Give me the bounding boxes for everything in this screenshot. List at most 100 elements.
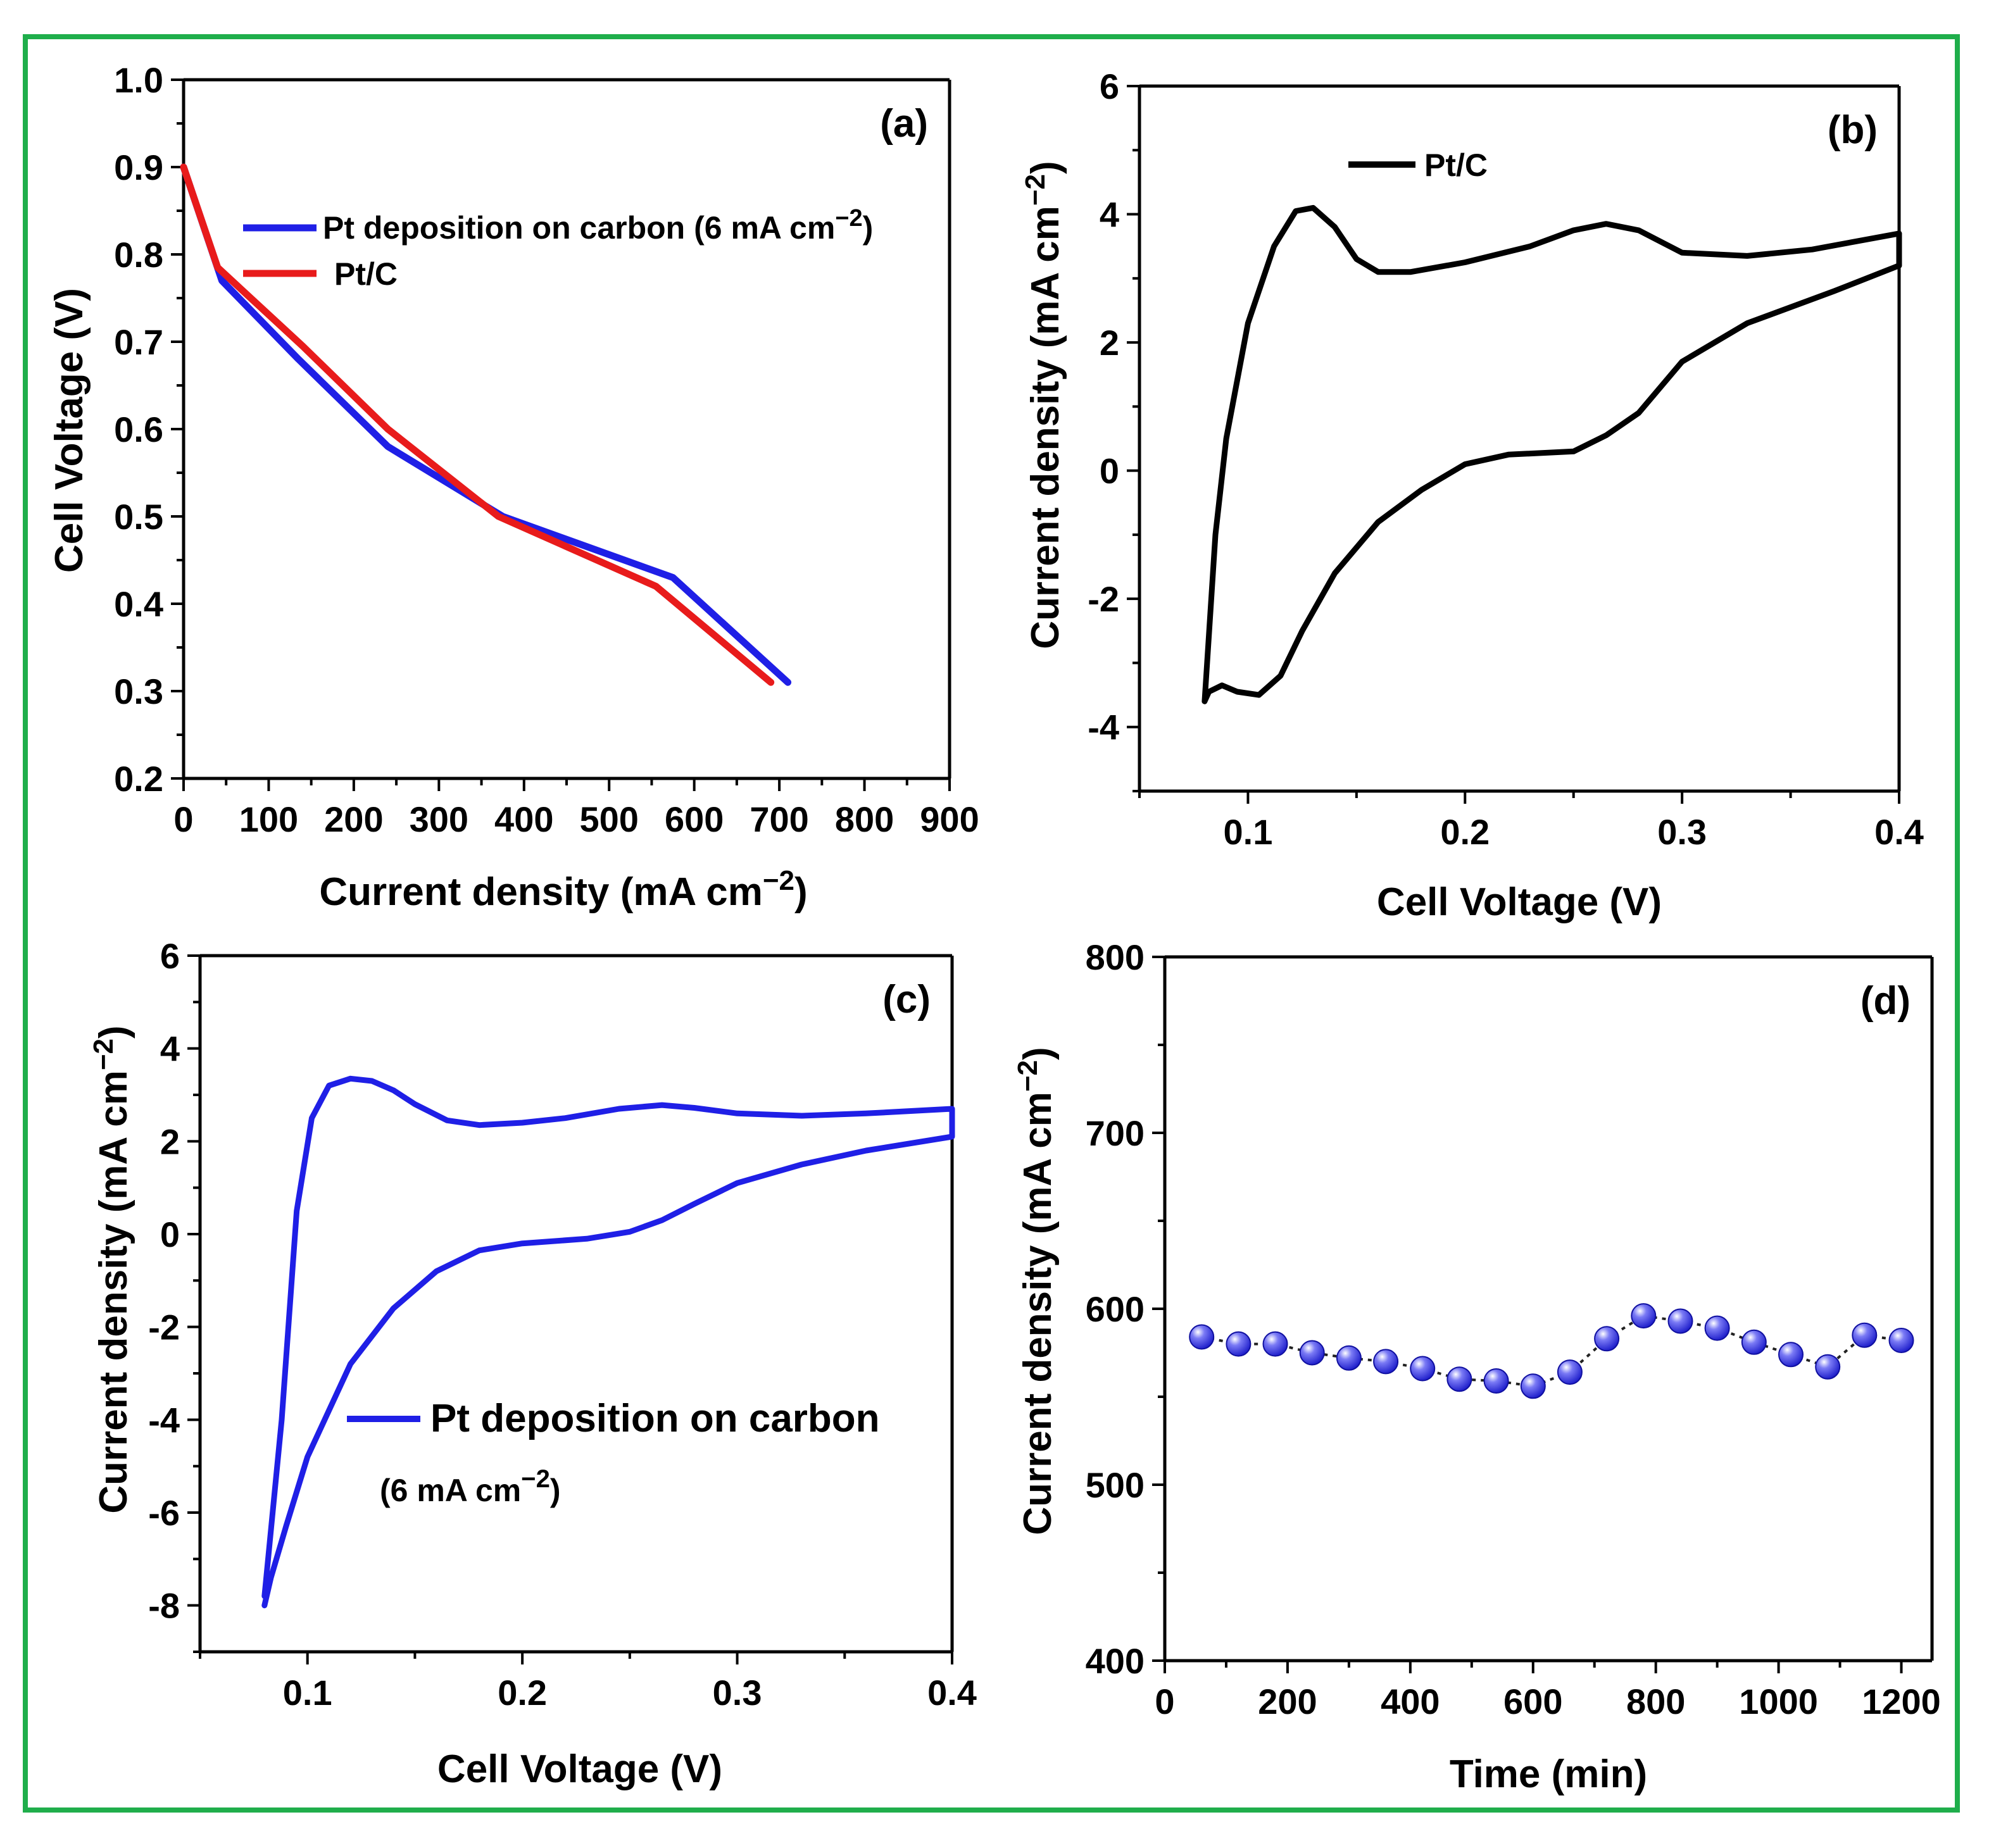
data-point <box>1667 1308 1693 1334</box>
x-tick-label: 200 <box>324 799 383 839</box>
x-tick-label: 0 <box>1155 1682 1174 1721</box>
x-tick-label: 0.3 <box>713 1673 762 1713</box>
y-axis-label-close: ) <box>92 1025 135 1039</box>
series-line-pt-c <box>1202 204 1902 704</box>
x-axis-label: Time (min) <box>1450 1752 1647 1796</box>
legend-label-line2-sup: −2 <box>521 1465 550 1493</box>
y-axis-label: Cell Voltage (V) <box>47 288 91 573</box>
x-tick-label: 400 <box>1381 1682 1440 1721</box>
data-point <box>1741 1329 1767 1355</box>
data-point <box>1815 1354 1841 1380</box>
y-tick-label: -2 <box>148 1308 180 1347</box>
data-point <box>1778 1342 1804 1368</box>
y-tick-label: 2 <box>1100 323 1119 363</box>
y-tick-label: 800 <box>1086 937 1145 977</box>
x-tick-label: 0.1 <box>283 1673 332 1713</box>
y-tick-label: 2 <box>160 1121 180 1161</box>
legend-label-pt-deposition-line2: (6 mA cm−2) <box>380 1465 560 1508</box>
figure-frame <box>23 34 1960 1813</box>
y-tick-label: 0.8 <box>114 235 163 275</box>
y-tick-label: 0.6 <box>114 409 163 449</box>
x-tick-label: 0.1 <box>1223 812 1272 852</box>
x-tick-label: 0 <box>173 799 193 839</box>
x-tick-label: 600 <box>665 799 724 839</box>
x-tick-label: 1000 <box>1739 1682 1818 1721</box>
y-tick-label: 0 <box>1100 451 1119 491</box>
y-tick-label: 600 <box>1086 1289 1145 1329</box>
data-point <box>1299 1340 1325 1366</box>
x-axis-label-sup: −2 <box>763 865 794 896</box>
data-point <box>1483 1368 1509 1394</box>
legend-label-sup: −2 <box>835 205 862 232</box>
x-tick-label: 0.2 <box>1440 812 1490 852</box>
y-tick-label: 500 <box>1086 1465 1145 1505</box>
series-line-pt-c <box>180 163 775 686</box>
data-point <box>1336 1345 1362 1371</box>
y-tick-label: 0.2 <box>114 759 163 799</box>
y-axis-label: Current density (mA cm−2) <box>1020 161 1067 649</box>
y-axis-label-close: ) <box>1016 1047 1060 1060</box>
data-point <box>1189 1324 1215 1350</box>
data-point <box>1594 1326 1620 1352</box>
x-tick-label: 900 <box>920 799 979 839</box>
legend-label-text: Pt deposition on carbon (6 mA cm <box>323 210 835 246</box>
y-tick-label: 6 <box>1100 66 1119 106</box>
x-axis-label: Cell Voltage (V) <box>437 1747 722 1791</box>
panel-label: (b) <box>1828 108 1878 152</box>
y-tick-label: 0.9 <box>114 147 163 187</box>
y-axis-label-sup: −2 <box>88 1039 119 1070</box>
x-axis-label-close: ) <box>794 870 808 914</box>
y-axis-label-sup: −2 <box>1012 1060 1043 1092</box>
legend-label-pt-deposition: Pt deposition on carbon (6 mA cm−2) <box>323 205 873 246</box>
y-tick-label: 4 <box>160 1029 180 1069</box>
x-tick-label: 0.3 <box>1657 812 1707 852</box>
chart-panel-d: 0 200 400 600 800 1000 1200 400 500 600 700 800 (d) T… <box>1012 937 1941 1796</box>
x-tick-label: 800 <box>1626 1682 1685 1721</box>
y-tick-label: 4 <box>1100 195 1119 235</box>
legend-label-line2-close: ) <box>550 1473 561 1508</box>
chart-panel-a: 0 100 200 300 400 500 600 700 800 900 0.2 0.3 0.4 0.5… <box>47 60 979 914</box>
x-axis-label: Cell Voltage (V) <box>1377 880 1662 924</box>
legend-label-line2-text: (6 mA cm <box>380 1473 521 1508</box>
y-tick-label: -4 <box>148 1400 180 1440</box>
x-tick-label: 400 <box>494 799 553 839</box>
x-tick-label: 1200 <box>1862 1682 1941 1721</box>
data-point <box>1557 1359 1583 1385</box>
y-tick-label: 1.0 <box>114 60 163 100</box>
data-point <box>1704 1315 1730 1341</box>
data-point <box>1888 1328 1914 1353</box>
panel-label: (d) <box>1860 979 1911 1023</box>
y-tick-label: 0.3 <box>114 671 163 711</box>
y-tick-label: 0.5 <box>114 497 163 537</box>
y-axis-label: Current density (mA cm−2) <box>88 1025 135 1513</box>
y-tick-label: 0.4 <box>114 584 163 624</box>
data-point <box>1410 1356 1436 1382</box>
y-axis-label-close: ) <box>1024 161 1067 174</box>
x-tick-label: 200 <box>1258 1682 1317 1721</box>
x-tick-label: 100 <box>239 799 298 839</box>
y-axis-label-text: Current density (mA cm <box>1016 1092 1060 1535</box>
legend-label-pt-deposition: Pt deposition on carbon <box>430 1397 880 1440</box>
data-point <box>1446 1366 1472 1392</box>
data-point <box>1520 1373 1546 1399</box>
data-point <box>1262 1331 1288 1357</box>
panel-label: (a) <box>880 102 928 146</box>
series-line-pt-deposition <box>261 1075 955 1609</box>
y-axis-label: Current density (mA cm−2) <box>1012 1047 1060 1535</box>
data-point <box>1852 1322 1878 1348</box>
x-axis-label: Current density (mA cm−2) <box>319 865 807 914</box>
y-tick-label: 0 <box>160 1214 180 1254</box>
y-tick-label: 6 <box>160 936 180 976</box>
legend-label-pt-c: Pt/C <box>1424 147 1488 183</box>
legend-label-close: ) <box>863 210 874 246</box>
x-tick-label: 600 <box>1503 1682 1562 1721</box>
y-tick-label: -6 <box>148 1493 180 1533</box>
x-tick-label: 500 <box>580 799 639 839</box>
x-axis-label-text: Current density (mA cm <box>319 870 763 914</box>
panel-label: (c) <box>882 978 931 1021</box>
y-tick-label: -4 <box>1088 708 1119 747</box>
series-line-pt-deposition <box>180 163 792 686</box>
y-axis-label-text: Current density (mA cm <box>92 1070 135 1514</box>
chart-panel-c: 0.1 0.2 0.3 0.4 -8 -6 -4 -2 0 2 4 6 (c) Pt deposition… <box>88 936 977 1791</box>
